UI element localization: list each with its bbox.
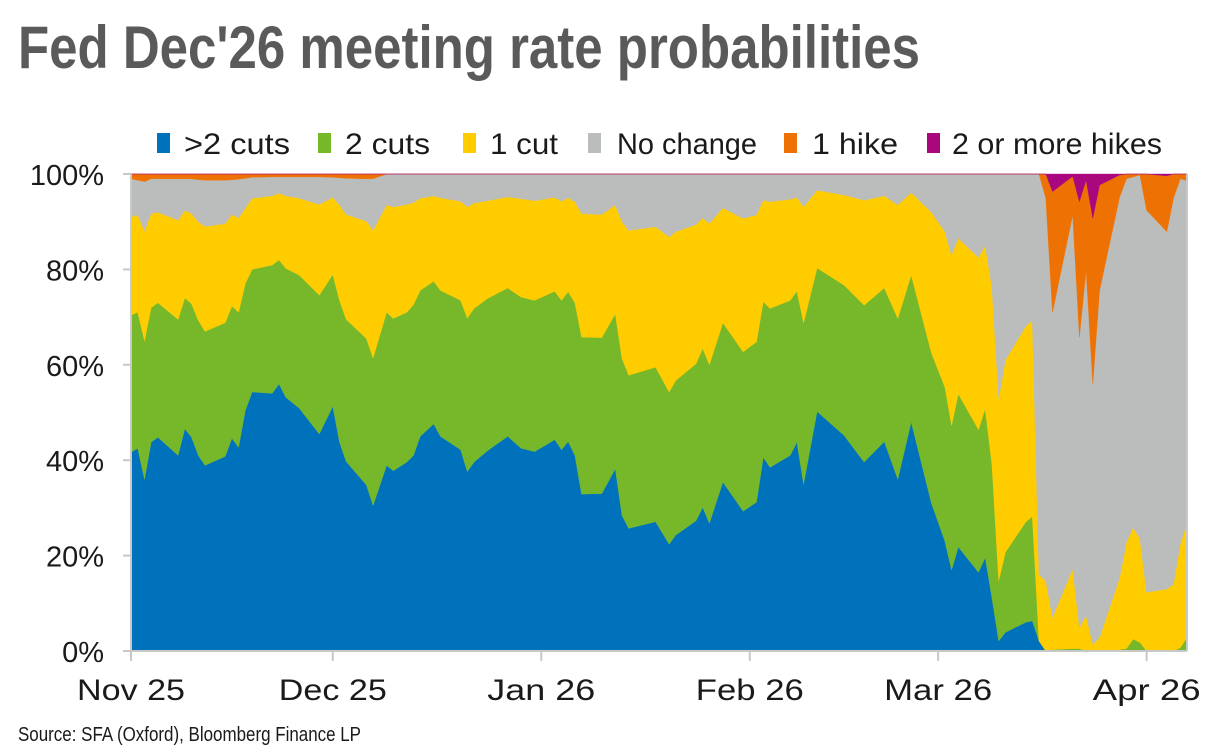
legend-swatch <box>463 133 476 153</box>
area-2-or-more-hikes <box>131 173 1187 219</box>
y-tick-label: 60% <box>46 351 104 383</box>
x-tick-label: Feb 26 <box>696 674 804 707</box>
x-tick-label: Dec 25 <box>279 674 387 707</box>
plot-area <box>130 173 1188 652</box>
x-tick-label: Jan 26 <box>487 674 595 707</box>
y-tick-label: 80% <box>46 255 104 287</box>
y-tick-label: 0% <box>62 637 104 669</box>
legend-swatch <box>784 133 797 153</box>
legend-swatch <box>318 133 331 153</box>
legend-label: >2 cuts <box>184 128 290 161</box>
legend-swatch <box>927 133 940 153</box>
legend-swatch <box>588 133 601 153</box>
legend-label: No change <box>617 128 757 161</box>
legend-item-1-cut: 1 cut <box>463 128 559 161</box>
x-axis: Nov 25 Dec 25 Jan 26 Feb 26 Mar 26 Apr 26 <box>77 651 1201 707</box>
y-tick-label: 20% <box>46 542 104 574</box>
y-tick-label: 40% <box>46 446 104 478</box>
legend-item-1-hike: 1 hike <box>784 128 898 161</box>
legend-item-no-change: No change <box>588 128 757 161</box>
x-tick-label: Apr 26 <box>1093 674 1201 707</box>
legend-label: 2 or more hikes <box>952 128 1162 161</box>
x-tick-label: Nov 25 <box>77 674 185 707</box>
legend-item-2-or-more-hikes: 2 or more hikes <box>927 128 1162 161</box>
y-axis: 0% 20% 40% 60% 80% 100% <box>30 160 131 669</box>
legend-label: 2 cuts <box>345 128 430 161</box>
legend-label: 1 hike <box>812 128 898 161</box>
legend-item-2-cuts: 2 cuts <box>318 128 430 161</box>
x-tick-label: Mar 26 <box>884 674 992 707</box>
legend: >2 cuts 2 cuts 1 cut No change 1 hike 2 or mo… <box>157 128 1162 161</box>
legend-item-more-than-2-cuts: >2 cuts <box>157 128 290 161</box>
chart-title: Fed Dec'26 meeting rate probabilities <box>18 14 920 81</box>
legend-label: 1 cut <box>490 128 559 161</box>
y-tick-label: 100% <box>30 160 104 192</box>
legend-swatch <box>157 133 170 153</box>
source-note: Source: SFA (Oxford), Bloomberg Finance … <box>18 724 361 746</box>
